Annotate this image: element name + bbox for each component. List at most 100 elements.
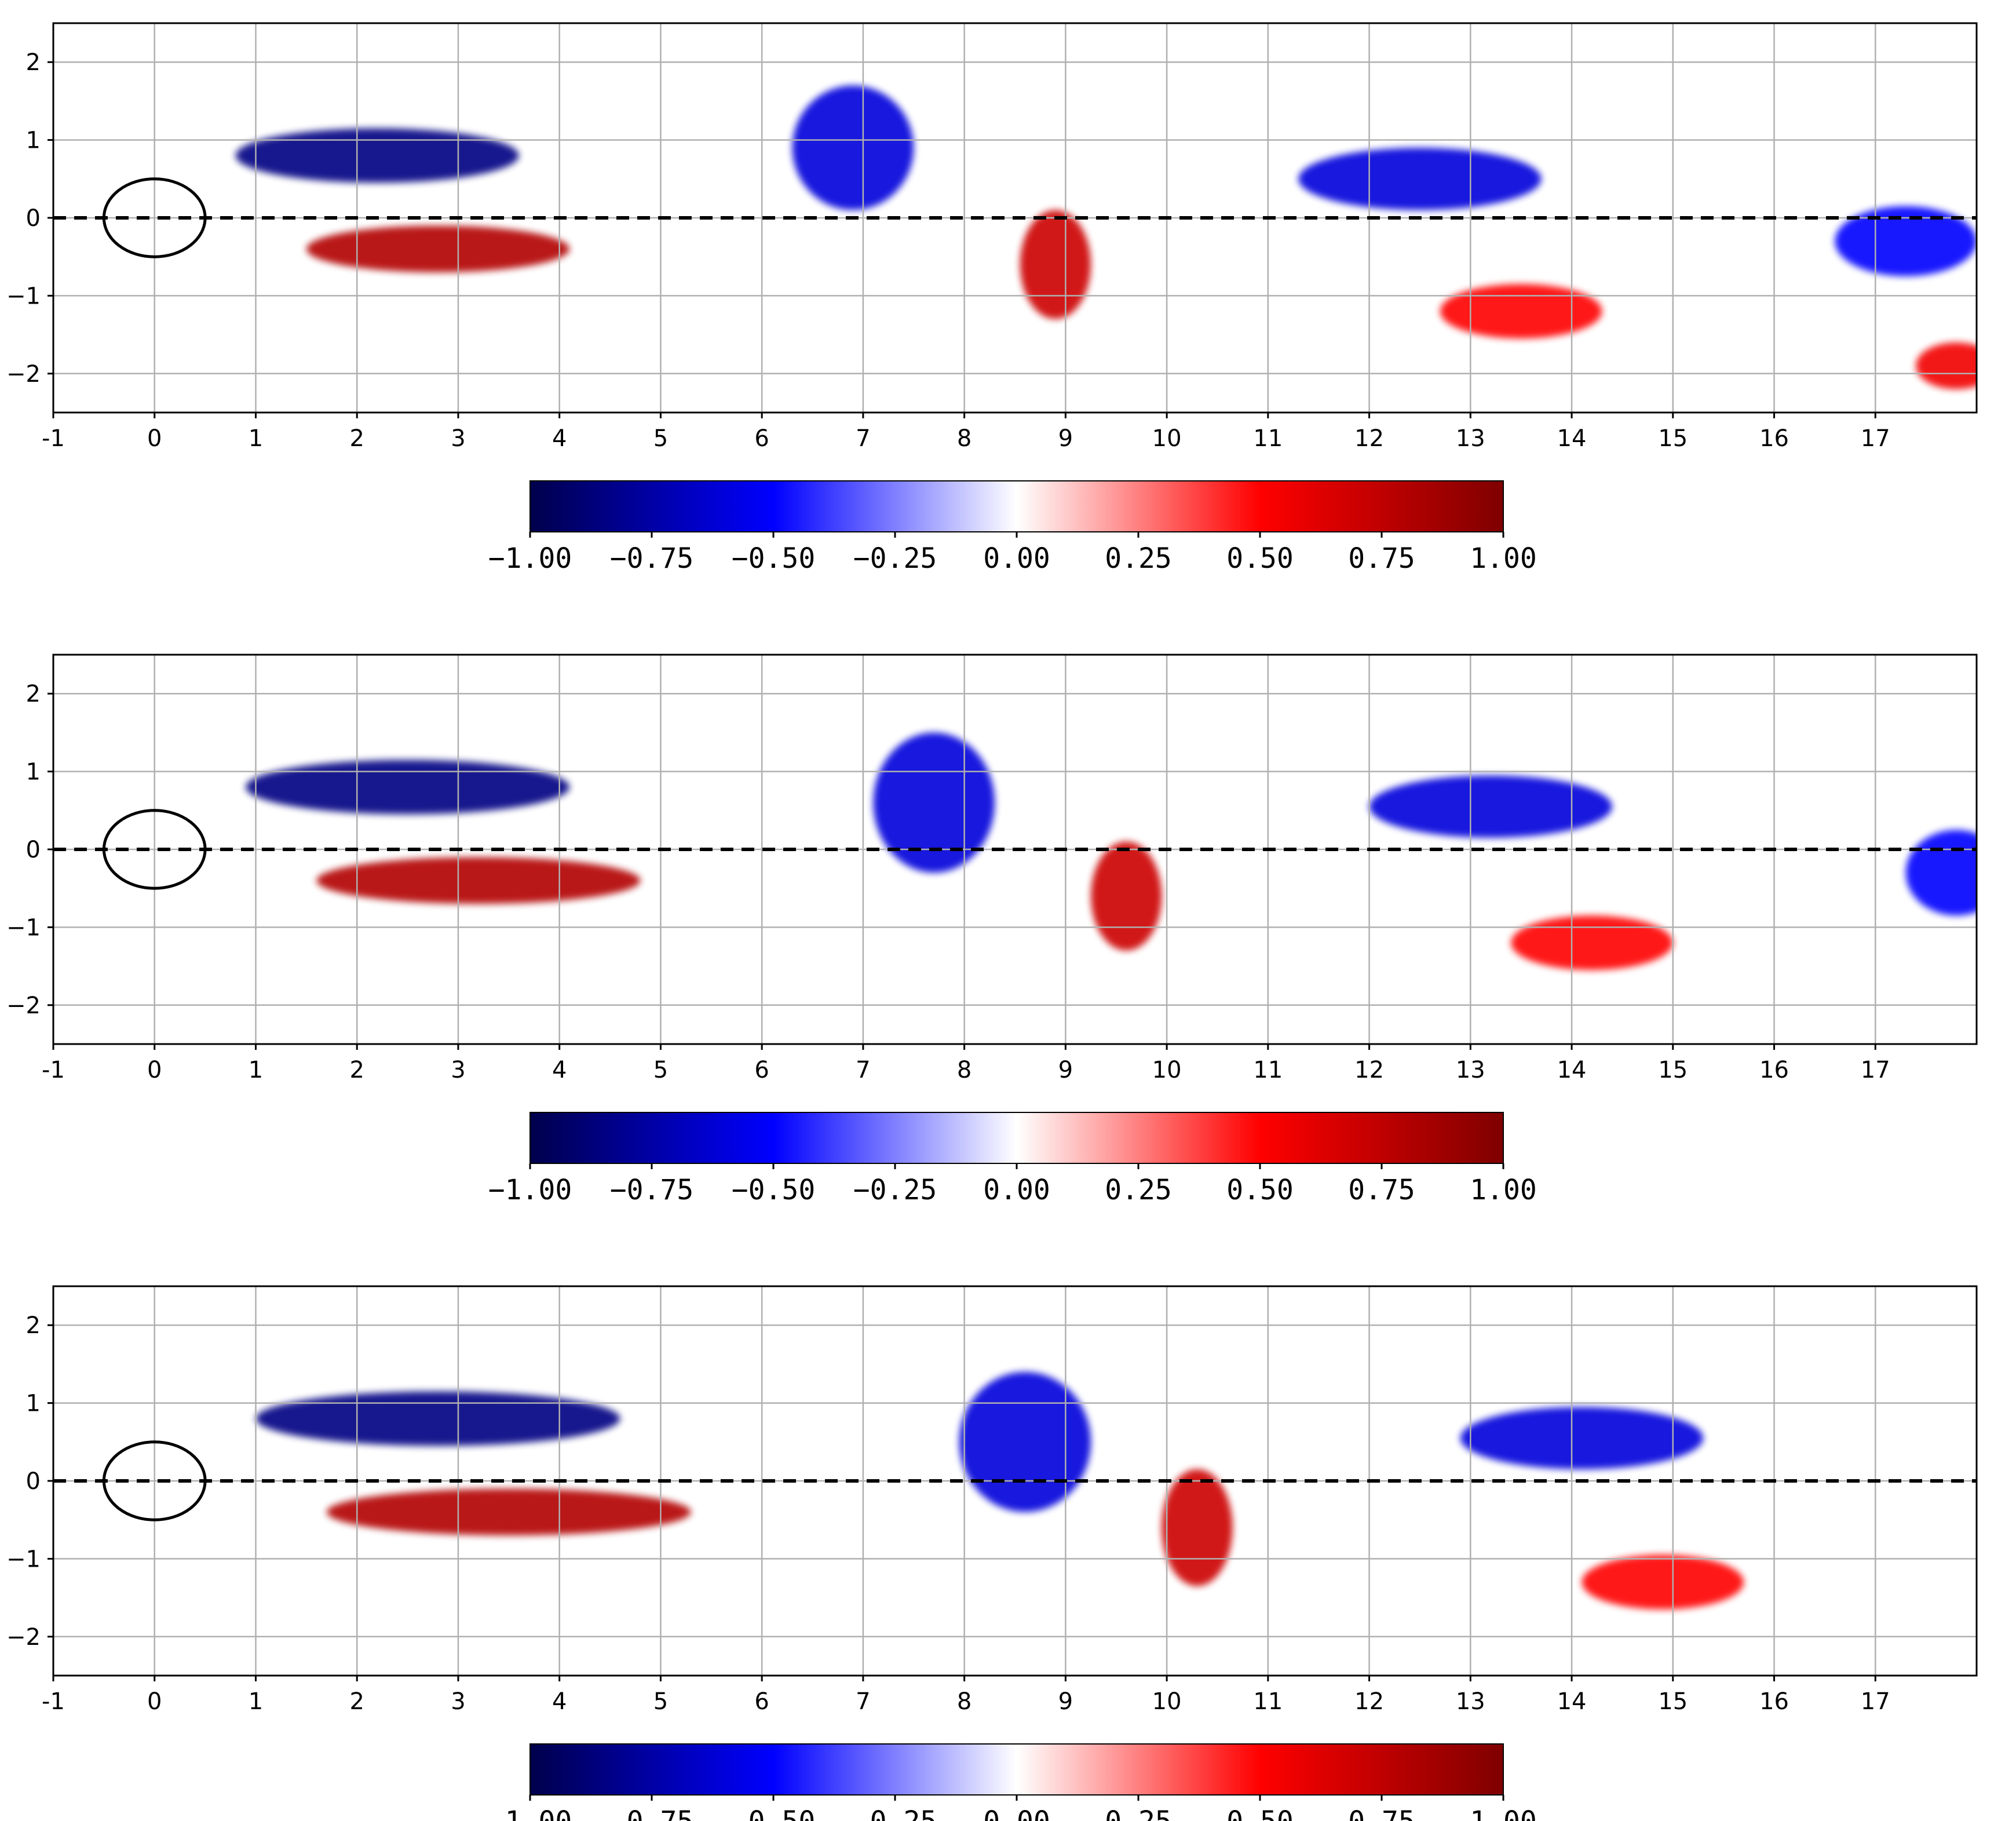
positive-vortex [1091,841,1162,951]
x-tick-label: 4 [552,1057,567,1083]
colorbar-tick-label: 0.75 [1348,1805,1415,1821]
y-tick-label: −2 [6,1624,41,1651]
y-tick-label: −1 [6,1546,41,1572]
y-tick-label: 2 [26,1312,41,1339]
colorbar-tick-label: 0.50 [1226,542,1294,575]
panel-2: -1 0 1 2 3 4 5 6 7 8 9 10 11 12 13 14 15 16 17210−1−2−1.00… [6,654,1978,1206]
x-tick-label: 13 [1456,1057,1485,1083]
x-tick-label: 14 [1557,1688,1587,1715]
y-tick-label: 2 [26,49,41,76]
negative-vortex [245,760,570,815]
x-tick-label: 8 [957,1688,972,1715]
x-tick-label: 11 [1253,1057,1283,1083]
positive-vortex [1020,210,1091,319]
x-tick-label: 7 [856,1057,870,1083]
x-tick-label: 6 [754,1688,769,1715]
x-tick-label: 9 [1058,1688,1073,1715]
y-tick-label: −2 [6,992,41,1019]
colorbar [529,1112,1504,1164]
x-tick-label: 2 [349,1688,364,1715]
x-tick-label: 3 [451,1688,465,1715]
x-tick-label: 13 [1456,1688,1485,1715]
colorbar-tick-label: 1.00 [1470,542,1537,575]
colorbar-tick-label: −1.00 [488,542,572,575]
x-tick-label: 1 [249,425,263,452]
y-tick-label: −2 [6,361,41,388]
colorbar-tick-label: 0.75 [1348,542,1415,575]
x-tick-label: 16 [1759,425,1789,452]
x-tick-label: 11 [1253,425,1283,452]
x-tick-label: 6 [754,1057,769,1083]
negative-vortex [1905,830,1977,916]
colorbar-tick-label: 0.50 [1226,1805,1294,1821]
negative-vortex [1369,775,1612,838]
x-tick-label: 8 [957,425,972,452]
colorbar-tick-label: 0.00 [983,1805,1050,1821]
x-tick-label: 14 [1557,1057,1587,1083]
x-tick-label: 15 [1658,1057,1688,1083]
x-tick-label: 10 [1152,1057,1182,1083]
x-tick-label: 1 [249,1688,263,1715]
y-tick-label: 1 [26,759,41,786]
x-tick-label: 5 [653,1688,668,1715]
cylinder-outline [102,809,207,890]
colorbar-tick-label: −0.50 [732,1174,816,1206]
x-tick-label: 2 [349,1057,364,1083]
positive-vortex [1162,1469,1233,1586]
x-tick-label: -1 [42,1688,65,1715]
y-tick-label: −1 [6,283,41,309]
x-tick-label: 13 [1456,425,1485,452]
colorbar-tick-label: −0.75 [610,542,694,575]
x-tick-label: 15 [1658,1688,1688,1715]
negative-vortex [235,128,519,183]
x-tick-label: 2 [349,425,364,452]
colorbar-tick-label: −1.00 [488,1174,572,1206]
negative-vortex [1298,148,1542,210]
x-tick-label: 12 [1354,1688,1384,1715]
y-tick-label: 0 [26,1468,41,1495]
x-tick-label: 16 [1759,1688,1789,1715]
y-tick-label: 1 [26,1391,41,1417]
x-tick-label: 0 [147,1688,162,1715]
x-tick-label: 15 [1658,425,1688,452]
x-tick-label: 12 [1354,425,1384,452]
colorbar-tick-label: −0.25 [853,542,937,575]
positive-vortex [1916,342,1977,389]
x-tick-label: 17 [1861,1688,1890,1715]
colorbar-tick-label: 0.25 [1105,542,1172,575]
panel-3: -101234567891011121314151617210−1−2−1.00… [6,1285,1978,1821]
x-tick-label: 5 [653,425,668,452]
x-tick-label: 3 [451,425,465,452]
positive-vortex [306,225,570,273]
x-tick-label: 12 [1354,1057,1384,1083]
x-tick-label: 10 [1152,425,1182,452]
x-tick-label: 17 [1861,1057,1890,1083]
x-tick-label: 4 [552,425,567,452]
y-tick-label: 1 [26,127,41,154]
x-tick-label: 10 [1152,1688,1182,1715]
cylinder-outline [102,1440,207,1521]
y-tick-label: 0 [26,205,41,232]
positive-vortex [1582,1554,1744,1610]
positive-vortex [316,857,641,904]
x-tick-label: 5 [653,1057,668,1083]
x-tick-label: 1 [249,1057,263,1083]
colorbar-tick-label: 0.25 [1105,1174,1172,1206]
x-tick-label: 16 [1759,1057,1789,1083]
y-tick-label: −1 [6,914,41,941]
colorbar-tick-label: −1.00 [488,1805,572,1821]
positive-vortex [1511,915,1673,970]
colorbar-tick-label: −0.75 [610,1805,694,1821]
negative-vortex [792,85,914,210]
x-tick-label: 7 [856,1688,870,1715]
y-tick-label: 2 [26,681,41,707]
x-tick-label: 8 [957,1057,972,1083]
negative-vortex [1460,1407,1704,1469]
cylinder-outline [102,177,207,258]
x-tick-label: -1 [42,425,65,452]
x-tick-label: 7 [856,425,870,452]
colorbar-tick-label: 1.00 [1470,1174,1537,1206]
x-tick-label: 17 [1861,425,1890,452]
x-tick-label: 11 [1253,1688,1283,1715]
